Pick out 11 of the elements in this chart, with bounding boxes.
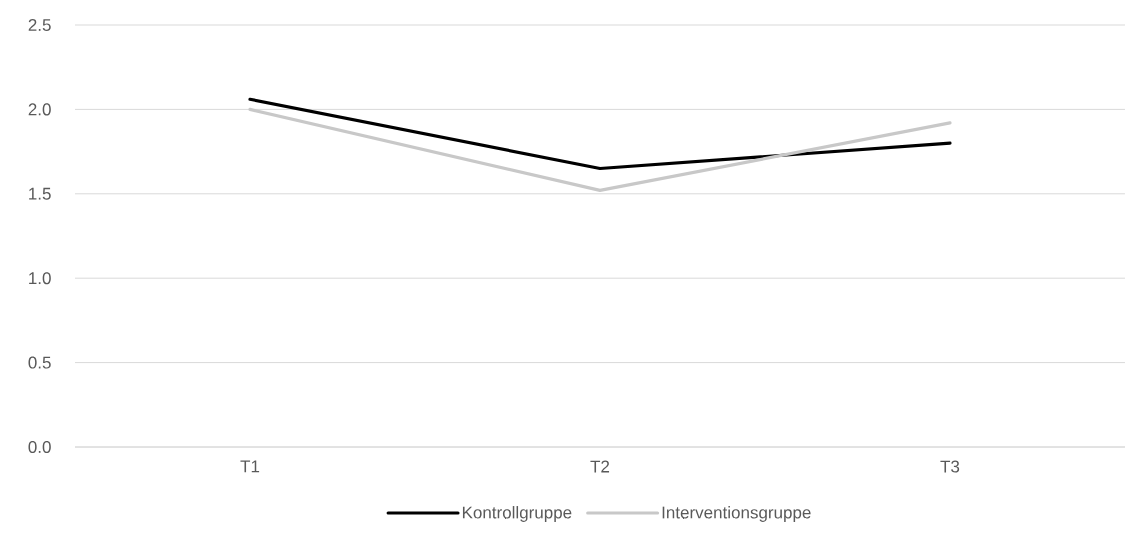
legend-label: Interventionsgruppe xyxy=(662,506,811,522)
y-tick-label: 1.5 xyxy=(29,187,51,200)
y-tick-label: 2.0 xyxy=(28,103,51,116)
x-tick-label: T3 xyxy=(940,460,960,473)
y-tick-label: 1.0 xyxy=(29,272,51,285)
y-tick-label: 2.5 xyxy=(28,18,51,32)
x-tick-label: T2 xyxy=(590,460,610,473)
legend-label: Kontrollgruppe xyxy=(462,506,572,522)
y-tick-label: 0.0 xyxy=(28,440,51,454)
y-tick-label: 0.5 xyxy=(28,356,51,369)
x-tick-label: T1 xyxy=(240,460,260,473)
